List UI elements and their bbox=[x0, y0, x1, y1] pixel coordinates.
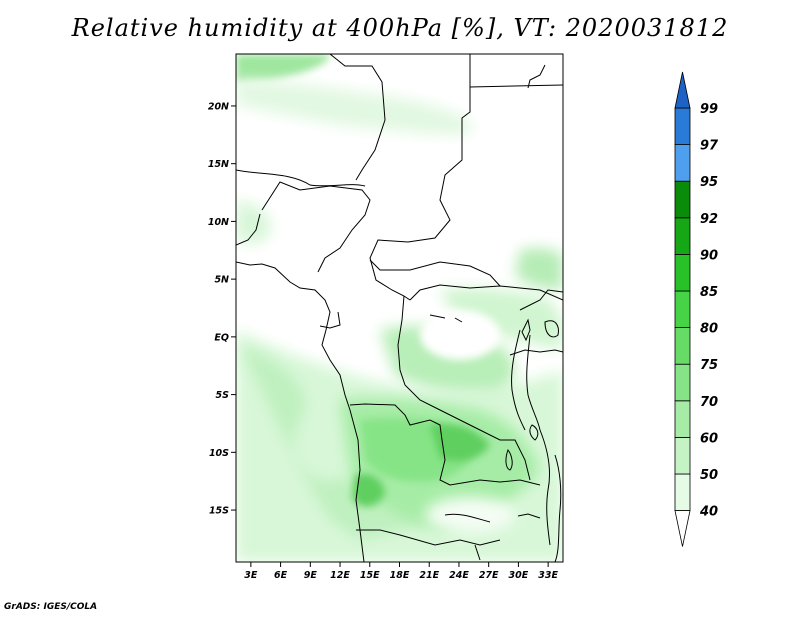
lat-label: 10N bbox=[208, 217, 229, 228]
lon-label: 3E bbox=[244, 570, 258, 581]
lon-label: 21E bbox=[419, 570, 439, 581]
lon-label: 27E bbox=[479, 570, 499, 581]
colorbar-segment bbox=[674, 363, 691, 402]
longitude-axis: 3E 6E 9E 12E 15E 18E 21E 24E 27E 30E 33E bbox=[244, 562, 558, 581]
lon-label: 12E bbox=[330, 570, 350, 581]
colorbar-label: 85 bbox=[700, 285, 718, 300]
colorbar-label: 70 bbox=[700, 395, 718, 410]
colorbar-label: 99 bbox=[700, 102, 718, 117]
colorbar-label: 97 bbox=[700, 139, 719, 154]
colorbar-segment bbox=[674, 473, 691, 511]
grads-credit: GrADS: IGES/COLA bbox=[4, 602, 98, 612]
colorbar-segment bbox=[674, 400, 691, 438]
chart-title: Relative humidity at 400hPa [%], VT: 202… bbox=[71, 14, 729, 42]
colorbar-label: 50 bbox=[700, 468, 718, 483]
lon-label: 33E bbox=[538, 570, 558, 581]
colorbar-label: 95 bbox=[700, 175, 718, 190]
colorbar-segment bbox=[674, 253, 691, 292]
colorbar-label: 92 bbox=[700, 212, 718, 227]
colorbar-segment bbox=[674, 290, 691, 328]
country-borders bbox=[236, 54, 563, 562]
latitude-axis: 20N 15N 10N 5N EQ 5S 10S 15S bbox=[208, 101, 236, 517]
colorbar-label: 80 bbox=[700, 322, 718, 337]
colorbar-max-arrow bbox=[674, 71, 691, 109]
colorbar-label: 40 bbox=[699, 505, 718, 520]
lat-label: 15S bbox=[209, 506, 229, 517]
lakes bbox=[521, 318, 559, 441]
lon-label: 15E bbox=[360, 570, 380, 581]
lon-label: 9E bbox=[304, 570, 318, 581]
lat-label: 5N bbox=[214, 275, 229, 286]
lat-label: 5S bbox=[216, 390, 230, 401]
lon-label: 30E bbox=[509, 570, 529, 581]
colorbar-segment bbox=[674, 107, 691, 145]
colorbar-segment bbox=[674, 180, 691, 219]
lat-label: 10S bbox=[209, 448, 229, 459]
colorbar-segment bbox=[674, 327, 691, 365]
lon-label: 6E bbox=[274, 570, 288, 581]
colorbar-label: 60 bbox=[700, 431, 718, 446]
lat-label: 20N bbox=[208, 101, 229, 112]
lat-label: 15N bbox=[208, 159, 229, 170]
colorbar-label: 75 bbox=[700, 358, 718, 373]
colorbar-segment bbox=[674, 144, 691, 182]
humidity-field bbox=[236, 54, 563, 562]
lon-label: 24E bbox=[449, 570, 469, 581]
colorbar-segment bbox=[674, 436, 691, 475]
colorbar: 40 50 60 70 75 80 85 90 92 95 97 99 bbox=[674, 71, 719, 547]
lat-label: EQ bbox=[214, 332, 229, 343]
colorbar-min-arrow bbox=[674, 510, 691, 547]
colorbar-segment bbox=[674, 217, 691, 255]
lon-label: 18E bbox=[390, 570, 410, 581]
colorbar-label: 90 bbox=[700, 248, 718, 263]
